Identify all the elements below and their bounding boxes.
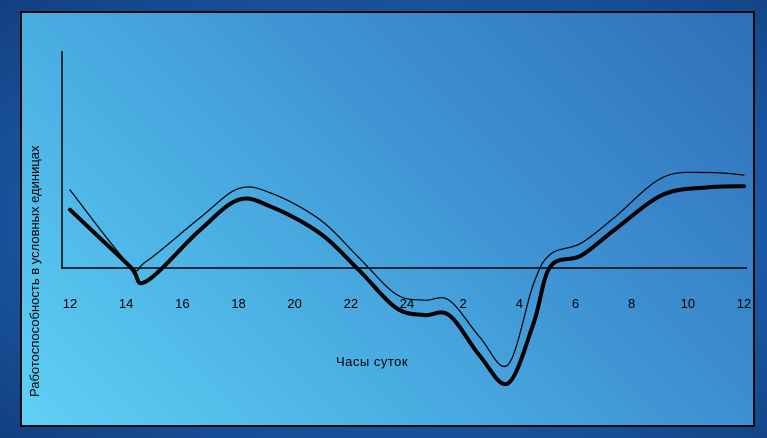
x-tick-label: 6 xyxy=(572,296,579,311)
chart-svg: Работоспособность в условных единицах Ча… xyxy=(27,51,751,397)
x-tick-label: 2 xyxy=(460,296,467,311)
x-tick-label: 18 xyxy=(231,296,245,311)
x-tick-label: 22 xyxy=(344,296,358,311)
series-lines xyxy=(68,171,746,387)
x-tick-label: 14 xyxy=(119,296,133,311)
x-tick-label: 10 xyxy=(681,296,695,311)
x-tick-label: 8 xyxy=(628,296,635,311)
x-axis-title: Часы суток xyxy=(336,354,408,369)
series-line-thin xyxy=(69,171,745,368)
chart-panel: Работоспособность в условных единицах Ча… xyxy=(20,11,755,427)
x-tick-label: 12 xyxy=(737,296,751,311)
x-tick-label: 16 xyxy=(175,296,189,311)
x-tick-label: 20 xyxy=(287,296,301,311)
y-axis-title: Работоспособность в условных единицах xyxy=(27,145,42,397)
series-line-bold xyxy=(68,184,746,387)
x-tick-label: 4 xyxy=(516,296,523,311)
x-tick-label: 12 xyxy=(63,296,77,311)
